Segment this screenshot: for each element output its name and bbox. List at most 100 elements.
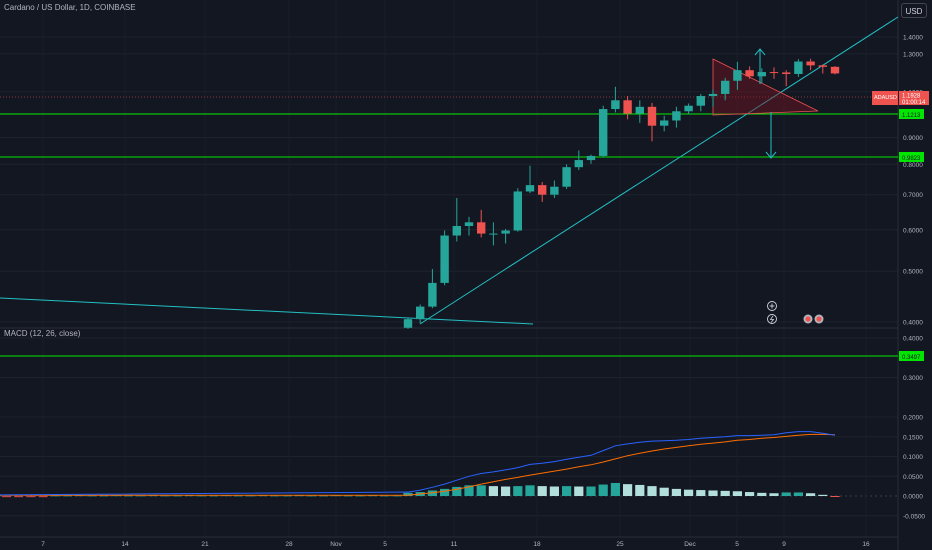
price-axis[interactable]: 1.40001.30001.10001.00000.90000.80000.70… bbox=[903, 35, 923, 327]
macd-histogram-bar-early bbox=[221, 495, 231, 497]
macd-indicator-title[interactable]: MACD (12, 26, close) bbox=[4, 329, 81, 338]
macd-histogram-bar bbox=[464, 485, 474, 496]
current-price-value: 1.1928 bbox=[902, 94, 921, 100]
candle-body[interactable] bbox=[574, 160, 583, 168]
candle-body[interactable] bbox=[513, 191, 522, 231]
macd-axis[interactable]: 0.4000 0.3000 0.2000 0.1500 0.1000 0.0500 0.00… bbox=[903, 336, 925, 521]
calendar-event-icon[interactable] bbox=[814, 314, 824, 324]
macd-histogram-bar-early bbox=[319, 495, 329, 497]
macd-histogram-bar-early bbox=[14, 496, 24, 498]
candles-group bbox=[403, 58, 840, 329]
macd-histogram-bar-early bbox=[246, 495, 255, 497]
macd-line[interactable] bbox=[0, 431, 836, 496]
candle-body[interactable] bbox=[623, 100, 632, 114]
upside-target-arrow[interactable] bbox=[754, 48, 766, 84]
price-tick-label: 1.3000 bbox=[903, 51, 923, 58]
time-tick-label: Dec bbox=[684, 541, 696, 548]
candle-body[interactable] bbox=[452, 225, 461, 236]
descending-trendline[interactable] bbox=[0, 297, 534, 325]
macd-histogram-bar bbox=[769, 493, 779, 496]
candle-body[interactable] bbox=[464, 222, 474, 226]
macd-tick-label: 0.1000 bbox=[903, 454, 923, 461]
level-upper-label: 1.1213 bbox=[899, 109, 924, 119]
candle-body[interactable] bbox=[672, 111, 681, 121]
macd-histogram-bar-early bbox=[355, 495, 365, 497]
candle-body[interactable] bbox=[733, 70, 742, 81]
plus-circle-icon[interactable] bbox=[767, 301, 777, 311]
candle-body[interactable] bbox=[757, 72, 766, 77]
macd-histogram-bar-early bbox=[63, 495, 72, 497]
macd-histogram-bar bbox=[623, 484, 633, 496]
candle-body[interactable] bbox=[635, 106, 644, 114]
macd-tick-label: 0.0500 bbox=[903, 474, 923, 481]
macd-histogram-bar bbox=[781, 492, 791, 496]
macd-histogram-bar-early bbox=[392, 495, 402, 497]
currency-button[interactable]: USD bbox=[901, 3, 927, 18]
macd-histogram-bar bbox=[684, 489, 694, 496]
time-tick-label: 11 bbox=[451, 541, 458, 548]
macd-histogram-bar-early bbox=[294, 495, 304, 497]
candle-body[interactable] bbox=[660, 120, 669, 126]
price-tick-label: 0.8000 bbox=[903, 162, 923, 169]
candle-body[interactable] bbox=[586, 155, 596, 161]
candle-body[interactable] bbox=[818, 65, 827, 67]
candle-body[interactable] bbox=[611, 100, 620, 110]
candle-body[interactable] bbox=[501, 230, 510, 234]
time-axis[interactable]: 7 14 21 28 Nov 5 11 18 25 Dec 5 9 16 bbox=[41, 541, 870, 548]
ascending-trendline[interactable] bbox=[419, 16, 899, 325]
candle-body[interactable] bbox=[428, 282, 437, 307]
macd-histogram-bar bbox=[598, 484, 608, 496]
price-tick-label: 0.9000 bbox=[903, 135, 923, 142]
macd-histogram-bar bbox=[635, 484, 645, 496]
lightning-icon[interactable] bbox=[767, 314, 777, 324]
candle-body[interactable] bbox=[477, 222, 486, 234]
candle-body[interactable] bbox=[769, 72, 779, 74]
macd-histogram-bar bbox=[732, 491, 742, 496]
macd-histogram-bar bbox=[513, 486, 523, 496]
candle-body[interactable] bbox=[721, 80, 730, 94]
candle-body[interactable] bbox=[416, 306, 425, 320]
candle-body[interactable] bbox=[745, 70, 754, 77]
macd-histogram-bar-early bbox=[148, 495, 158, 497]
macd-histogram-bar-early bbox=[380, 495, 390, 497]
candle-body[interactable] bbox=[684, 105, 693, 112]
candle-body[interactable] bbox=[403, 319, 413, 328]
candle-body[interactable] bbox=[794, 61, 803, 74]
macd-histogram-bar-early bbox=[2, 496, 11, 498]
macd-histogram-bar bbox=[501, 486, 511, 496]
candle-body[interactable] bbox=[830, 66, 840, 74]
macd-histogram-bar-early bbox=[258, 495, 268, 497]
candle-body[interactable] bbox=[599, 109, 608, 156]
candle-body[interactable] bbox=[806, 61, 815, 66]
candle-body[interactable] bbox=[538, 185, 547, 195]
macd-histogram-bar bbox=[793, 492, 803, 496]
candle-body[interactable] bbox=[782, 72, 791, 74]
macd-histogram-bar bbox=[440, 488, 450, 496]
level-upper-value: 1.1213 bbox=[902, 113, 921, 119]
candle-body[interactable] bbox=[489, 233, 498, 235]
candle-body[interactable] bbox=[562, 167, 571, 187]
macd-histogram-bar-early bbox=[160, 495, 170, 497]
candle-body[interactable] bbox=[525, 185, 535, 192]
candle-body[interactable] bbox=[550, 186, 559, 195]
candle-body[interactable] bbox=[696, 96, 705, 106]
macd-histogram-bar bbox=[562, 486, 572, 496]
candle-body[interactable] bbox=[440, 235, 449, 283]
downside-target-arrow[interactable] bbox=[765, 112, 777, 159]
macd-histogram-bar-early bbox=[87, 495, 97, 497]
macd-histogram-bar-early bbox=[185, 495, 194, 497]
macd-histogram-bar bbox=[708, 490, 718, 496]
macd-histogram-bar bbox=[403, 492, 413, 496]
symbol-title[interactable]: Cardano / US Dollar, 1D, COINBASE bbox=[4, 3, 136, 12]
candle-body[interactable] bbox=[708, 93, 718, 97]
time-tick-label: 14 bbox=[121, 541, 129, 548]
candle-body[interactable] bbox=[647, 106, 657, 126]
calendar-event-icon[interactable] bbox=[803, 314, 813, 324]
macd-signal-line[interactable] bbox=[0, 433, 836, 496]
macd-histogram-bar bbox=[574, 486, 584, 496]
time-tick-label: 5 bbox=[383, 541, 387, 548]
macd-tick-label: 0.1500 bbox=[903, 434, 923, 441]
macd-histogram-bar-early bbox=[136, 495, 146, 497]
macd-tick-label: 0.4000 bbox=[903, 336, 923, 343]
